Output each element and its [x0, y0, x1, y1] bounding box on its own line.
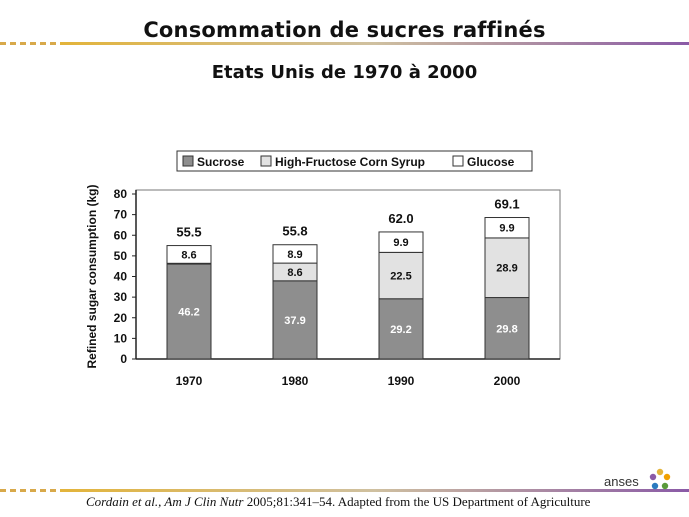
legend-swatch-high-fructose-corn-syrup [260, 155, 272, 167]
total-label-2000: 69.1 [494, 197, 519, 212]
data-label-sucrose-1970: 46.2 [178, 306, 199, 318]
y-tick-label: 20 [114, 311, 128, 325]
anses-logo: anses [604, 468, 684, 492]
data-label-sucrose-2000: 29.8 [496, 323, 517, 335]
top-divider [0, 42, 689, 45]
y-tick-label: 30 [114, 290, 128, 304]
anses-logo-text: anses [604, 474, 639, 489]
legend-label-sucrose: Sucrose [197, 155, 245, 169]
y-tick-label: 10 [114, 331, 128, 345]
bar-segment-sucrose-1970 [166, 263, 212, 360]
citation: Cordain et al., Am J Clin Nutr 2005;81:3… [86, 494, 686, 510]
y-axis-title: Refined sugar consumption (kg) [85, 184, 99, 368]
x-tick-label-1970: 1970 [176, 374, 203, 388]
bar-segment-sucrose-1990 [378, 298, 424, 360]
y-tick-label: 80 [114, 187, 128, 201]
bottom-divider [0, 489, 689, 492]
legend-swatch-sucrose [182, 155, 194, 167]
legend-label-glucose: Glucose [467, 155, 515, 169]
data-label-high-fructose-corn-syrup-2000: 28.9 [496, 263, 517, 275]
stacked-bar-chart: 0 10 20 30 40 50 60 70 80 Refined sugar consumpti… [85, 150, 561, 388]
bar-segment-sucrose-1980 [272, 280, 318, 360]
y-tick-label: 0 [120, 352, 127, 366]
bar-segment-glucose-1980 [272, 244, 318, 264]
y-tick-label: 50 [114, 249, 128, 263]
anses-logo-icon [649, 468, 671, 490]
slide-title: Consommation de sucres raffinés [143, 18, 546, 42]
total-label-1980: 55.8 [282, 224, 307, 239]
data-label-sucrose-1980: 37.9 [284, 315, 305, 327]
citation-details: 2005;81:341–54. Adapted from the US Depa… [243, 494, 591, 509]
slide-subtitle: Etats Unis de 1970 à 2000 [211, 62, 478, 83]
total-label-1970: 55.5 [176, 225, 201, 240]
citation-authors: Cordain et al., [86, 494, 165, 509]
bar-segment-glucose-1970 [166, 245, 212, 264]
legend-swatch-glucose [452, 155, 464, 167]
legend-label-high-fructose-corn-syrup: High-Fructose Corn Syrup [275, 155, 425, 169]
x-tick-label-1990: 1990 [388, 374, 415, 388]
data-label-sucrose-1990: 29.2 [390, 324, 411, 336]
data-label-glucose-2000: 9.9 [499, 223, 514, 235]
bar-segment-high-fructose-corn-syrup-1990 [378, 251, 424, 300]
x-tick-label-2000: 2000 [494, 374, 521, 388]
x-tick-label-1980: 1980 [282, 374, 309, 388]
y-tick-label: 70 [114, 208, 128, 222]
bar-segment-glucose-1990 [378, 231, 424, 253]
citation-journal: Am J Clin Nutr [164, 494, 244, 509]
bar-segment-sucrose-2000 [484, 297, 530, 360]
data-label-glucose-1980: 8.9 [287, 249, 302, 261]
data-label-glucose-1990: 9.9 [393, 237, 408, 249]
data-label-glucose-1970: 8.6 [181, 249, 196, 261]
data-label-high-fructose-corn-syrup-1980: 8.6 [287, 267, 302, 279]
y-tick-label: 60 [114, 228, 128, 242]
bar-segment-high-fructose-corn-syrup-2000 [484, 237, 530, 299]
total-label-1990: 62.0 [388, 211, 413, 226]
y-tick-label: 40 [114, 270, 128, 284]
data-label-high-fructose-corn-syrup-1990: 22.5 [390, 271, 411, 283]
bar-segment-glucose-2000 [484, 217, 530, 239]
